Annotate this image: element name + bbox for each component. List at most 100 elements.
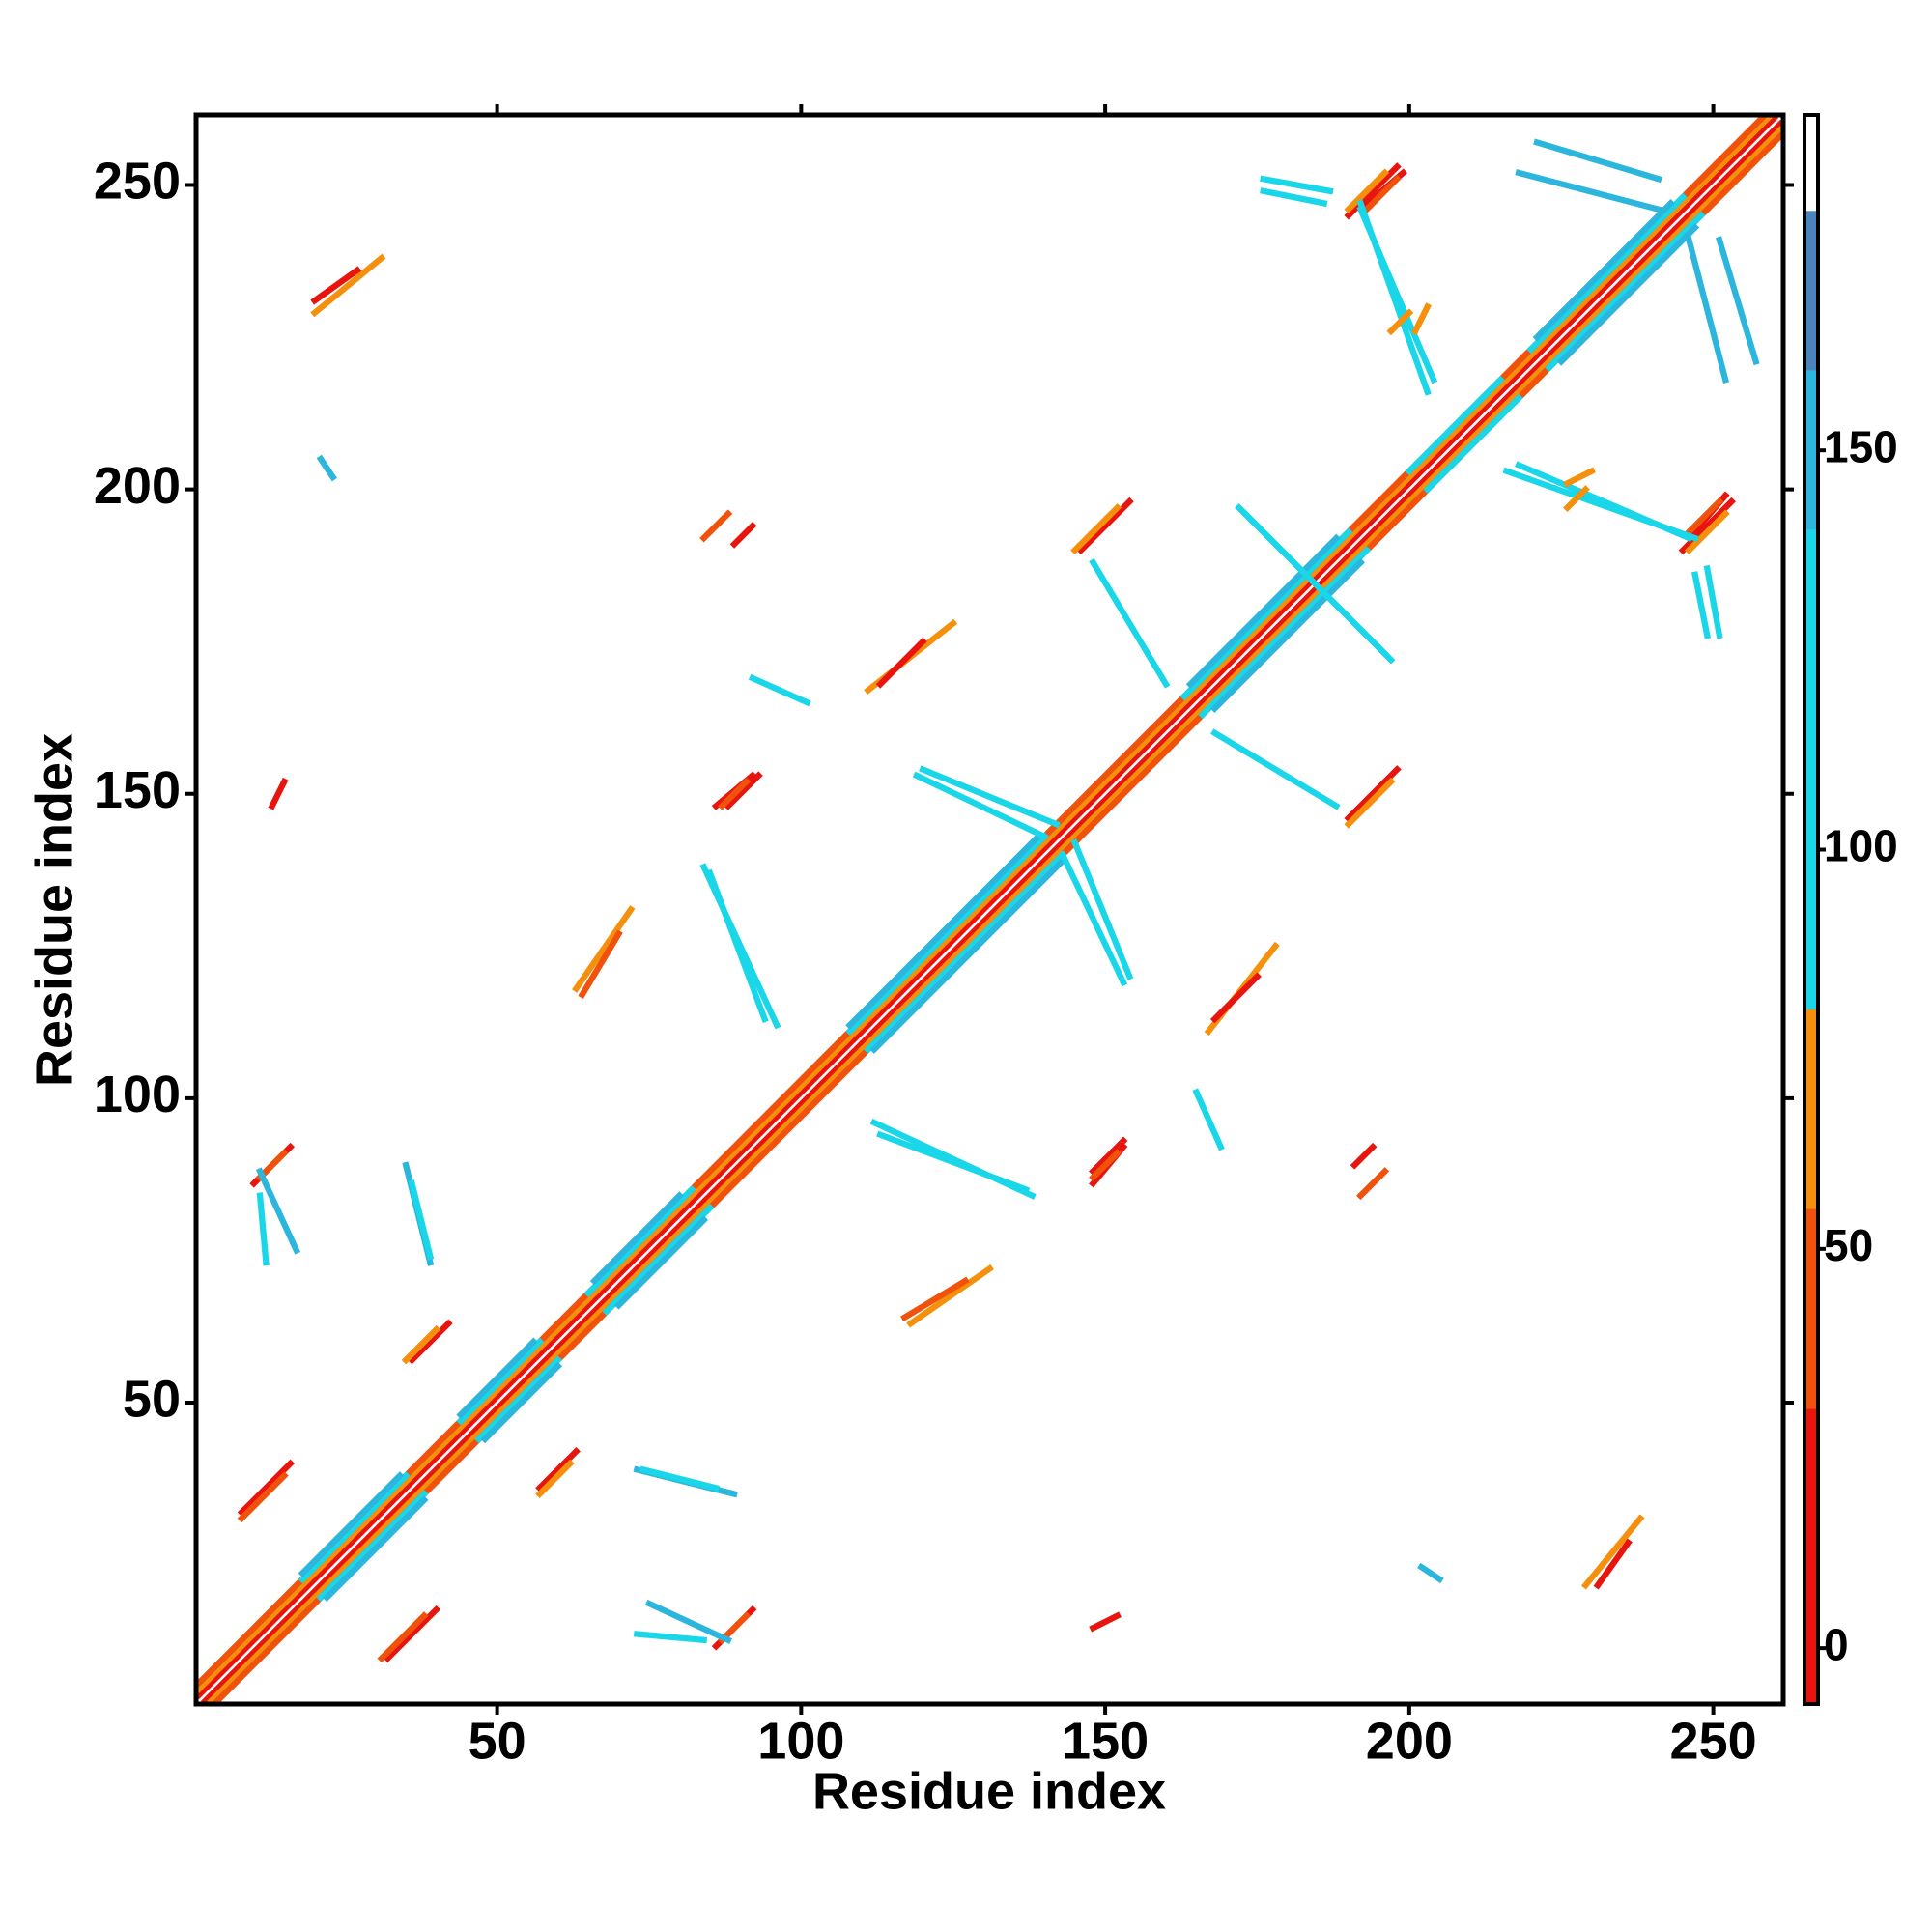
- y-tick-label: 150: [94, 761, 181, 819]
- y-tick-label: 200: [94, 457, 181, 515]
- contact-segment-mirror: [1356, 199, 1432, 396]
- contact-segment-mirror: [869, 856, 1067, 1054]
- contact-segment-mirror: [207, 126, 1785, 1706]
- contact-segment: [748, 673, 811, 707]
- colorbar-bin: [1804, 1408, 1818, 1704]
- contact-segment: [194, 113, 1773, 1693]
- contact-segment: [1185, 533, 1341, 689]
- contact-segment: [456, 1337, 545, 1426]
- x-tick-label: 200: [1366, 1712, 1453, 1770]
- contact-segment: [845, 832, 1049, 1037]
- contact-segment-mirror: [237, 1459, 296, 1517]
- contact-segment-mirror: [1410, 302, 1432, 335]
- contact-segment: [255, 1167, 301, 1255]
- contact-segment-mirror: [535, 1446, 581, 1492]
- contact-segment-mirror: [1362, 174, 1402, 214]
- contact-segment-mirror: [1260, 187, 1328, 208]
- contact-segment: [1526, 192, 1688, 355]
- contact-segment: [639, 1465, 721, 1492]
- colorbar-bin: [1804, 115, 1818, 212]
- contact-segment: [1058, 850, 1128, 987]
- contact-segment-mirror: [1089, 557, 1171, 689]
- contact-segment-mirror: [1240, 509, 1396, 665]
- contact-segment-mirror: [256, 1192, 270, 1266]
- contact-segment-mirror: [1209, 972, 1262, 1024]
- contact-segment: [298, 1471, 411, 1584]
- colorbar-tick-label: 100: [1824, 821, 1898, 871]
- contact-segment-mirror: [644, 1599, 732, 1644]
- contact-segment: [875, 637, 927, 689]
- contact-segment-mirror: [1556, 223, 1700, 366]
- x-tick-label: 250: [1670, 1712, 1757, 1770]
- contact-segment-mirror: [200, 120, 1785, 1706]
- contact-segment-mirror: [906, 1264, 994, 1328]
- contact-segment: [1089, 1611, 1122, 1633]
- contact-segment: [845, 832, 1043, 1030]
- contact-segment: [310, 266, 362, 305]
- contact-segment: [456, 1337, 538, 1420]
- contact-segment-mirror: [602, 1203, 715, 1316]
- contact-segment-mirror: [900, 1276, 970, 1322]
- colorbar-bin: [1804, 211, 1818, 371]
- contact-segment-mirror: [729, 521, 757, 549]
- contact-segment-mirror: [1089, 1149, 1122, 1182]
- y-tick-label: 100: [94, 1065, 181, 1123]
- contact-segment: [1350, 1142, 1378, 1170]
- y-axis-title: Residue index: [25, 733, 83, 1087]
- contact-segment-mirror: [268, 777, 289, 810]
- contact-segment-mirror: [535, 1459, 575, 1499]
- contact-segment: [583, 1184, 696, 1298]
- colorbar-bin: [1804, 1009, 1818, 1209]
- contact-segment-mirror: [1580, 1514, 1645, 1590]
- colorbar-frame: [1803, 113, 1820, 1706]
- contact-segment-mirror: [408, 1179, 435, 1261]
- contact-segment: [298, 1471, 405, 1577]
- contact-segment-mirror: [1545, 211, 1706, 373]
- contact-segment: [578, 929, 623, 1000]
- contact-segment: [572, 905, 636, 993]
- contact-segment: [1691, 571, 1712, 639]
- contact-segment: [589, 1191, 684, 1286]
- contact-segment: [1417, 1562, 1444, 1584]
- contact-segment: [718, 777, 752, 810]
- contact-segment: [1260, 175, 1334, 195]
- contact-segment-mirror: [1678, 497, 1736, 555]
- contact-segment-mirror: [237, 1471, 289, 1523]
- colorbar-bin: [1804, 529, 1818, 1009]
- contact-segment: [1076, 497, 1134, 555]
- x-tick-label: 100: [757, 1712, 844, 1770]
- contact-segment-mirror: [699, 863, 781, 1030]
- contact-segment-mirror: [864, 850, 1067, 1054]
- contact-segment-mirror: [1685, 236, 1730, 384]
- colorbar-bin: [1804, 1208, 1818, 1409]
- contact-segment: [724, 771, 763, 810]
- colorbar-tick-label: 50: [1824, 1220, 1873, 1270]
- contact-segment-mirror: [316, 1490, 429, 1603]
- contact-segment: [699, 509, 733, 543]
- contact-segment: [194, 113, 1779, 1699]
- contact-segment-mirror: [1533, 138, 1662, 184]
- y-tick-label: 50: [123, 1370, 181, 1428]
- contact-segment: [1210, 728, 1341, 810]
- contact-segment-mirror: [1192, 1088, 1225, 1151]
- contact-segment: [1684, 497, 1724, 537]
- contact-segment-mirror: [912, 771, 1049, 841]
- contact-segment: [1179, 527, 1353, 701]
- contact-segment: [408, 1319, 453, 1365]
- contact-segment-mirror: [474, 1355, 563, 1444]
- colorbar-tick-label: 150: [1824, 421, 1898, 471]
- contact-segment-mirror: [1703, 564, 1723, 639]
- contact-segment: [1344, 168, 1390, 214]
- contact-segment: [1532, 198, 1675, 342]
- contact-segment: [1515, 169, 1662, 213]
- contact-segment-mirror: [316, 454, 338, 482]
- contact-segment-mirror: [1070, 838, 1134, 980]
- x-tick-label: 50: [469, 1712, 526, 1770]
- contact-segment-mirror: [1344, 765, 1402, 823]
- contact-segment: [1405, 375, 1505, 476]
- contact-segment: [1563, 467, 1596, 488]
- contact-segment-mirror: [1089, 1136, 1128, 1176]
- contact-segment-mirror: [1593, 1538, 1633, 1590]
- x-tick-label: 150: [1062, 1712, 1149, 1770]
